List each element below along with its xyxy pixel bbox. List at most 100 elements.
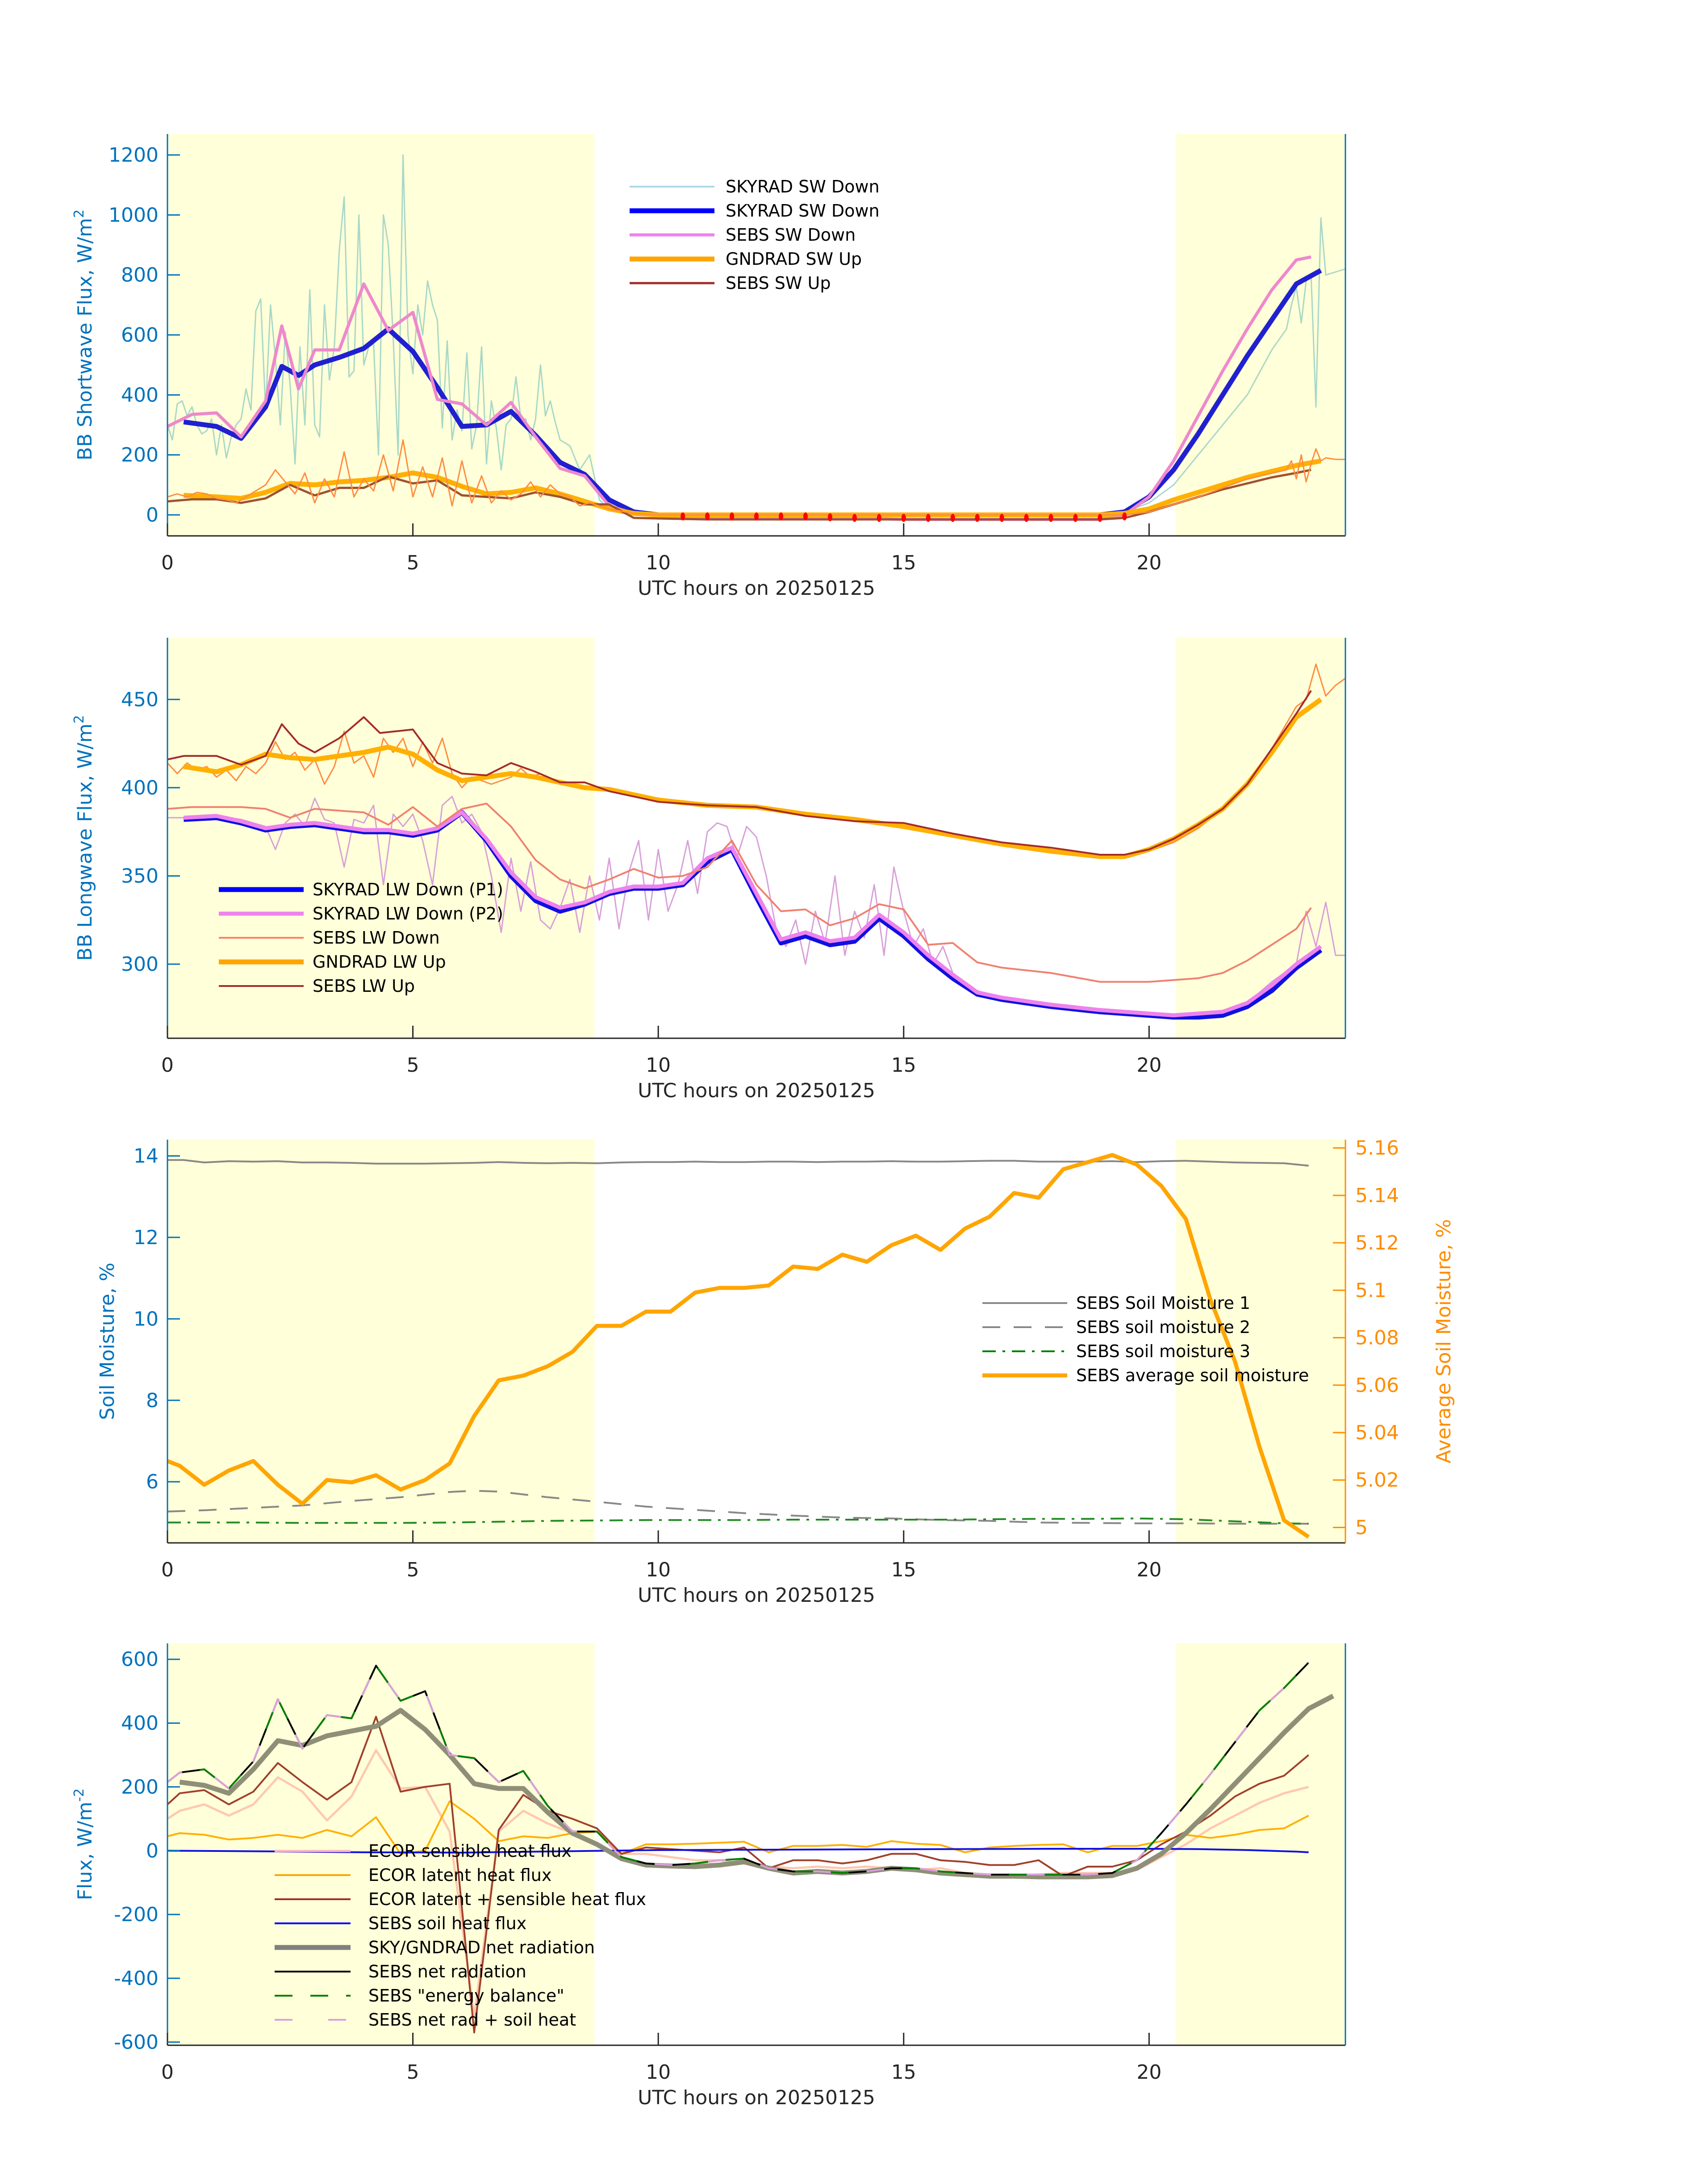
- y-tick-label: 600: [121, 1648, 159, 1671]
- legend-label: SKYRAD SW Down: [726, 177, 880, 196]
- x-tick-label: 0: [161, 552, 174, 574]
- data-flag-marker: [705, 512, 710, 521]
- y-tick-label: 400: [121, 1712, 159, 1735]
- y-axis-title-superscript: 2: [71, 715, 87, 723]
- x-tick-label: 5: [407, 1054, 419, 1077]
- y-tick-label: 350: [121, 865, 159, 887]
- y-axis-title-superscript: 2: [71, 209, 87, 218]
- right-y-tick-label: 5.06: [1355, 1374, 1399, 1397]
- legend-label: GNDRAD SW Up: [726, 249, 862, 269]
- right-y-tick-label: 5.14: [1355, 1184, 1399, 1207]
- legend-label: SEBS net radiation: [368, 1962, 526, 1981]
- legend-label: SEBS soil moisture 3: [1076, 1341, 1250, 1361]
- x-tick-label: 20: [1136, 2061, 1161, 2084]
- legend-label: ECOR sensible heat flux: [368, 1841, 572, 1861]
- legend-label: SEBS net rad + soil heat: [368, 2010, 576, 2030]
- x-tick-label: 20: [1136, 1054, 1161, 1077]
- longwave-panel: 0 5 10 15 20 UTC hours on 20250125 300 350 400 45…: [71, 638, 1346, 1102]
- right-y-tick-label: 5.16: [1355, 1137, 1399, 1160]
- x-tick-label: 20: [1136, 552, 1161, 574]
- data-flag-marker: [852, 514, 857, 522]
- legend-label: SEBS "energy balance": [368, 1986, 564, 2006]
- y-tick-label: -200: [114, 1903, 159, 1926]
- data-flag-marker: [681, 512, 685, 521]
- y-tick-label: 14: [134, 1145, 159, 1167]
- data-flag-marker: [754, 512, 759, 521]
- y-tick-label: 1000: [109, 204, 159, 226]
- legend-label: SKY/GNDRAD net radiation: [368, 1938, 595, 1957]
- y-tick-label: 12: [134, 1226, 159, 1249]
- data-flag-marker: [975, 514, 980, 522]
- y-axis-title: Soil Moisture, %: [96, 1262, 119, 1420]
- legend-label: SEBS soil moisture 2: [1076, 1317, 1250, 1337]
- series-line-sebs-average-soil-moisture: [167, 1153, 1310, 1539]
- right-y-tick-label: 5: [1355, 1516, 1368, 1539]
- series-line-sebs-energy-balance: [167, 1662, 1310, 1876]
- series-line-sebs-lw-up: [167, 690, 1312, 856]
- y-tick-label: 400: [121, 384, 159, 406]
- x-tick-label: 5: [407, 1559, 419, 1581]
- y-axis-title-main: Flux, W/m: [74, 1802, 96, 1901]
- legend-label: SEBS Soil Moisture 1: [1076, 1293, 1250, 1313]
- series-line-sebs-soil-moisture-1: [167, 1159, 1309, 1167]
- right-y-axis-title: Average Soil Moisture, %: [1432, 1219, 1455, 1463]
- x-tick-label: 10: [646, 1054, 671, 1077]
- x-tick-label: 15: [891, 1559, 916, 1581]
- data-flag-marker: [950, 514, 955, 522]
- legend-label: ECOR latent heat flux: [368, 1865, 551, 1885]
- x-tick-label: 10: [646, 552, 671, 574]
- y-tick-label: 400: [121, 777, 159, 799]
- series-line-sebs-soil-heat-flux: [167, 1848, 1309, 1854]
- data-flag-marker: [778, 512, 783, 521]
- series-line-sebs-soil-moisture-3: [167, 1517, 1309, 1525]
- y-axis-title: BB Shortwave Flux, W/m2: [71, 209, 96, 460]
- y-axis-title: BB Longwave Flux, W/m2: [71, 715, 96, 961]
- x-axis-title: UTC hours on 20250125: [638, 1584, 875, 1607]
- series-line-ecor-latent-heat-flux: [167, 1800, 1309, 1855]
- data-flag-marker: [730, 512, 735, 521]
- legend-label: SEBS SW Up: [726, 273, 831, 293]
- y-axis-title-main: BB Shortwave Flux, W/m: [74, 218, 96, 460]
- legend-label: SKYRAD LW Down (P2): [313, 904, 503, 923]
- data-flag-marker: [1122, 512, 1127, 521]
- legend-label: SKYRAD LW Down (P1): [313, 880, 503, 899]
- y-tick-label: 200: [121, 444, 159, 467]
- x-tick-label: 15: [891, 2061, 916, 2084]
- y-tick-label: -600: [114, 2031, 159, 2054]
- y-tick-label: 10: [134, 1308, 159, 1330]
- y-axis-title: Flux, W/m-2: [71, 1788, 96, 1901]
- y-tick-label: 450: [121, 688, 159, 711]
- x-tick-label: 20: [1136, 1559, 1161, 1581]
- daylight-shade: [167, 1643, 595, 2045]
- data-flag-marker: [877, 514, 881, 522]
- y-tick-label: 300: [121, 953, 159, 976]
- legend-label: SEBS LW Up: [313, 976, 415, 996]
- legend-label: SKYRAD SW Down: [726, 201, 880, 221]
- x-tick-label: 0: [161, 1559, 174, 1581]
- legend-label: SEBS LW Down: [313, 928, 440, 948]
- y-tick-label: 200: [121, 1776, 159, 1798]
- y-axis-title-main: BB Longwave Flux, W/m: [74, 723, 96, 961]
- data-flag-marker: [1024, 514, 1029, 522]
- daylight-shade: [167, 638, 595, 1038]
- x-axis-title: UTC hours on 20250125: [638, 577, 875, 600]
- right-y-tick-label: 5.12: [1355, 1232, 1399, 1254]
- y-tick-label: 0: [146, 504, 159, 526]
- x-axis-title: UTC hours on 20250125: [638, 2086, 875, 2109]
- x-axis-title: UTC hours on 20250125: [638, 1079, 875, 1102]
- data-flag-marker: [901, 514, 906, 522]
- x-tick-label: 5: [407, 552, 419, 574]
- data-flag-marker: [803, 512, 808, 521]
- y-tick-label: -400: [114, 1967, 159, 1990]
- y-tick-label: 6: [146, 1471, 159, 1493]
- series-group: [167, 1662, 1335, 2034]
- legend-label: SEBS average soil moisture: [1076, 1366, 1309, 1385]
- data-flag-marker: [1048, 514, 1053, 522]
- right-y-tick-label: 5.08: [1355, 1327, 1399, 1350]
- y-tick-label: 1200: [109, 144, 159, 167]
- x-tick-label: 15: [891, 552, 916, 574]
- y-tick-label: 0: [146, 1839, 159, 1862]
- y-tick-label: 8: [146, 1389, 159, 1412]
